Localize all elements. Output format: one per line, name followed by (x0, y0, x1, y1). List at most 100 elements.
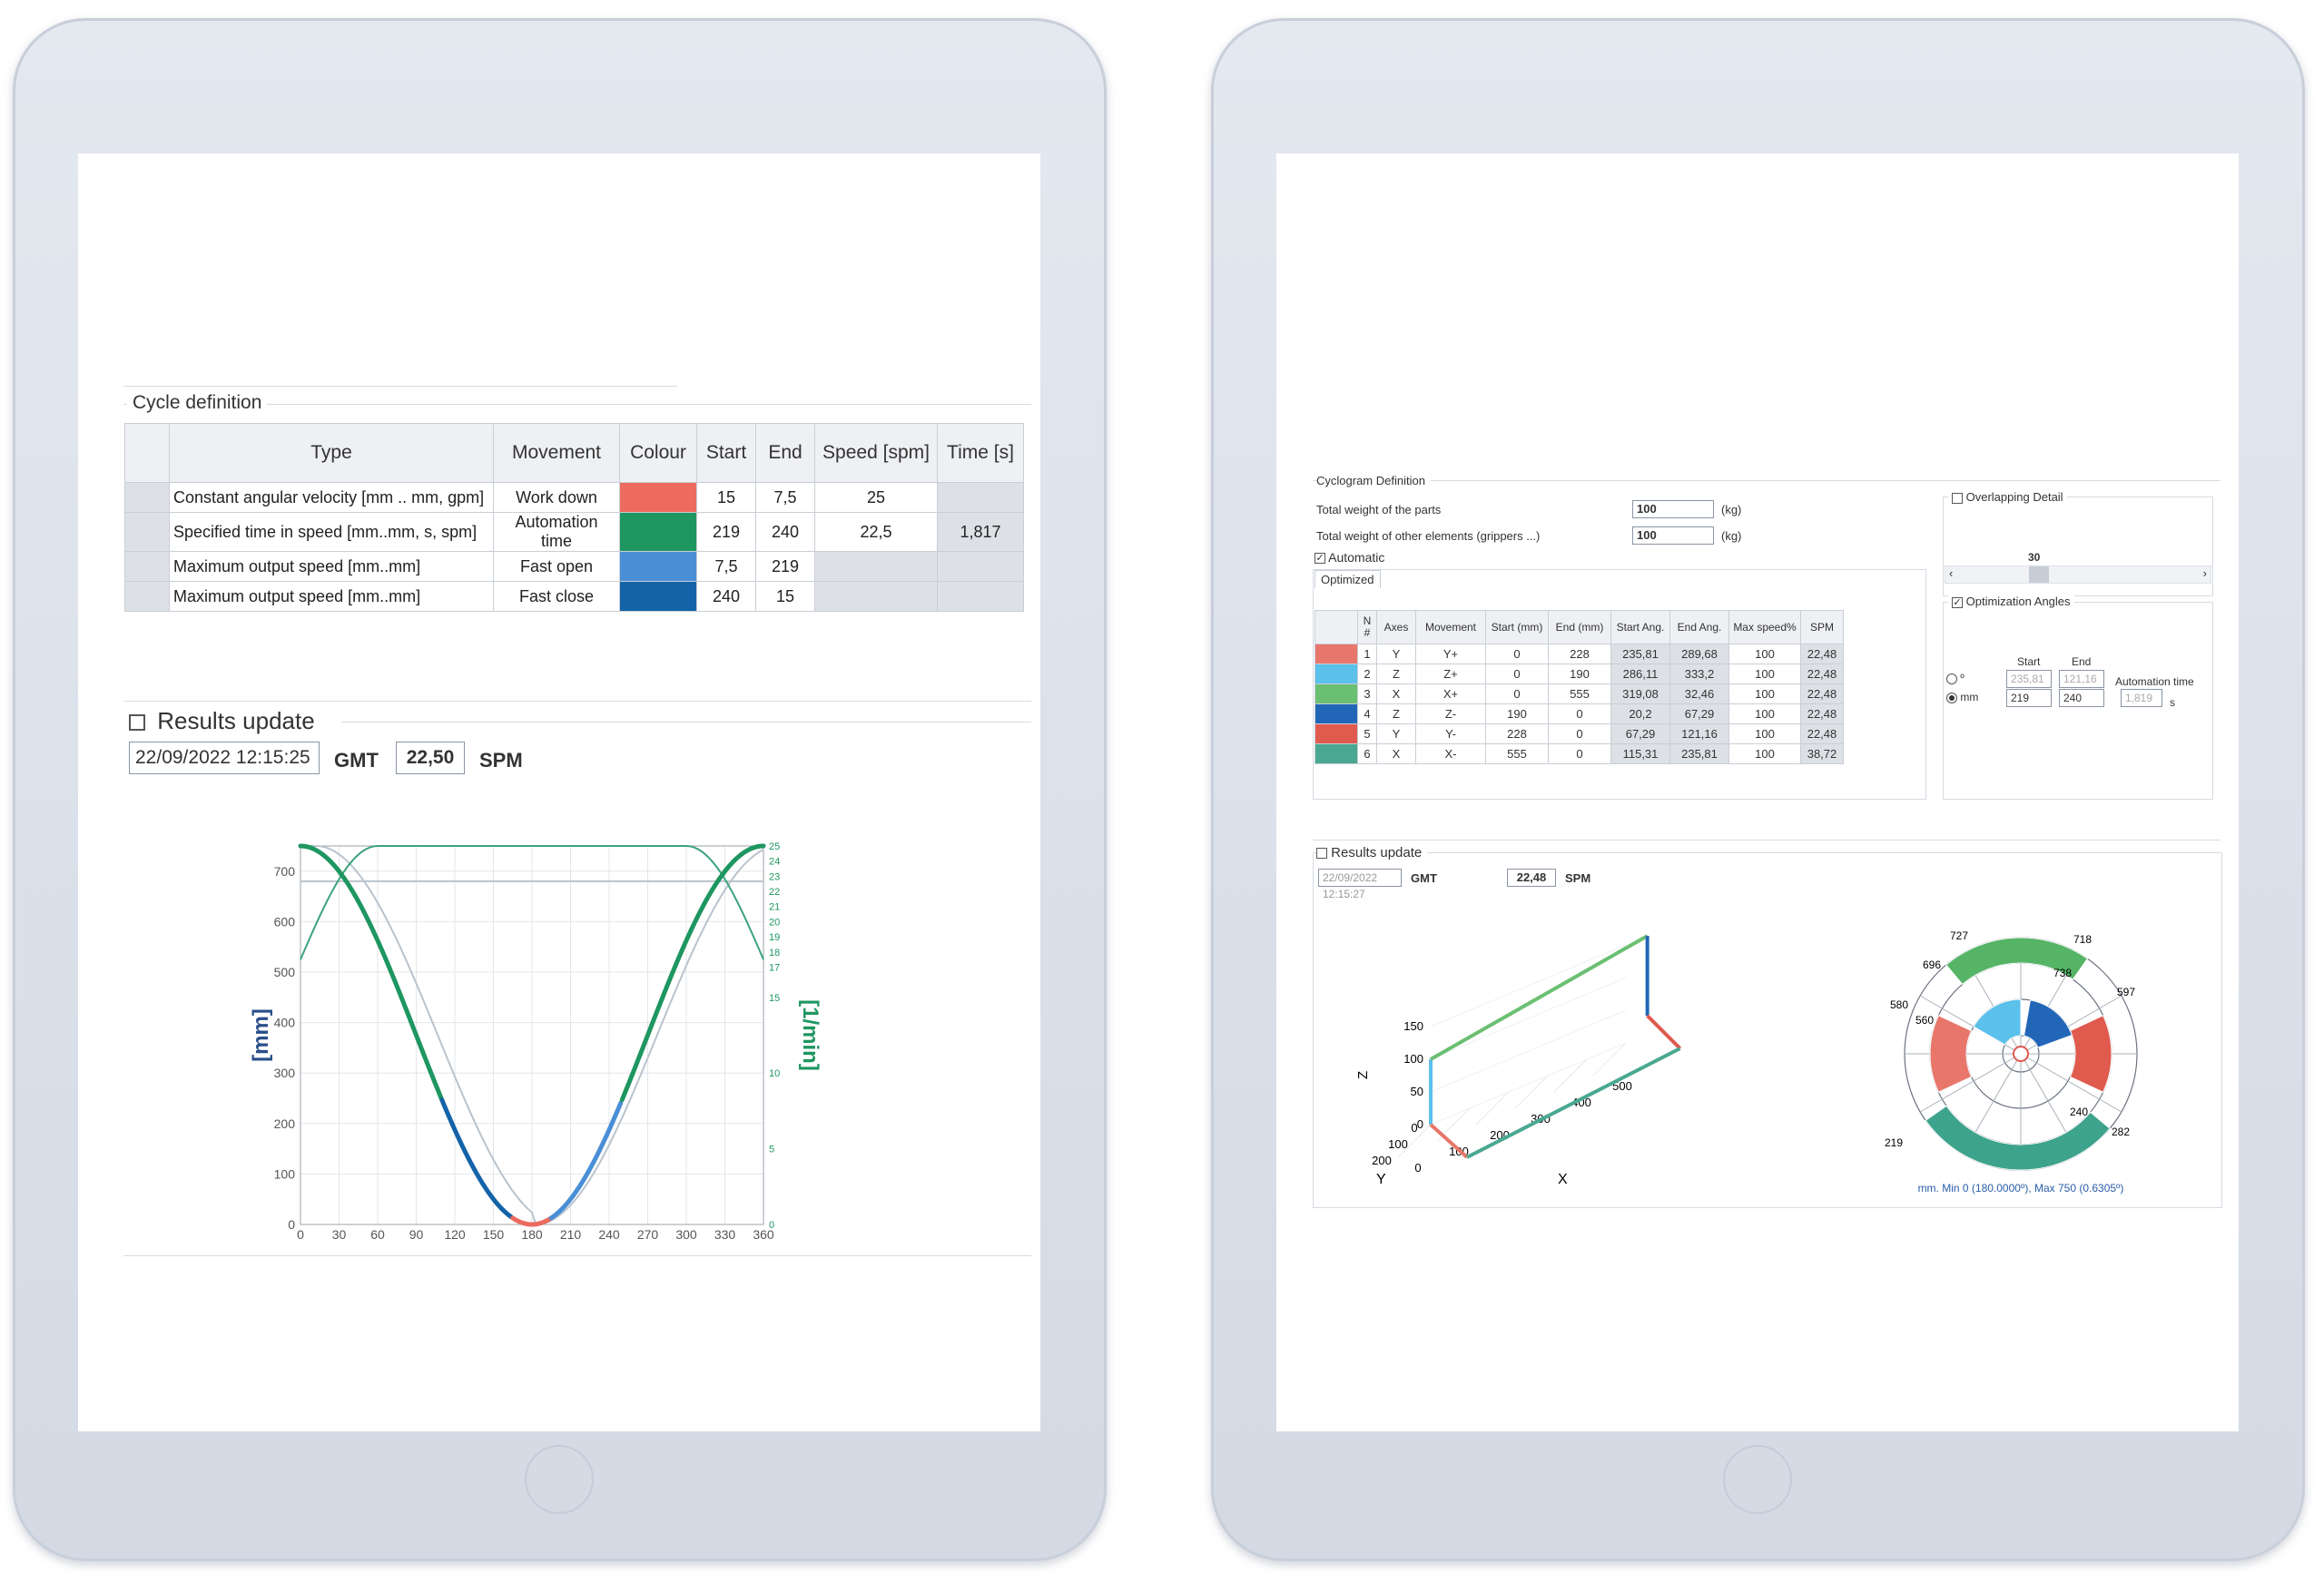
cell-end[interactable]: 190 (1548, 664, 1611, 684)
cell-axes[interactable]: X (1376, 743, 1416, 764)
cell-spm[interactable]: 22,48 (1800, 683, 1844, 704)
mm-start-input[interactable]: 219 (2006, 689, 2052, 707)
opt-angles-option[interactable]: ✓ Optimization Angles (1948, 595, 2074, 608)
table-row[interactable]: 2 Z Z+ 0 190 286,11 333,2 100 22,48 (1315, 664, 1844, 684)
deg-radio[interactable] (1946, 673, 1957, 684)
cell-n[interactable]: 3 (1357, 683, 1377, 704)
deg-radio-option[interactable]: º (1946, 672, 1965, 684)
automatic-option[interactable]: ✓ Automatic (1315, 550, 1384, 565)
cell-color-swatch[interactable] (1315, 743, 1358, 764)
cell-time[interactable] (937, 551, 1024, 582)
cell-axes[interactable]: Z (1376, 703, 1416, 724)
cell-speed[interactable]: 22,5 (814, 512, 938, 552)
cell-movement[interactable]: Work down (493, 482, 620, 513)
cell-start[interactable]: 0 (1485, 664, 1549, 684)
cell-spm[interactable]: 22,48 (1800, 644, 1844, 664)
results-update-checkbox[interactable] (129, 714, 145, 732)
cell-start[interactable]: 7,5 (696, 551, 756, 582)
opt-angles-checkbox[interactable]: ✓ (1952, 596, 1963, 608)
cell-mov[interactable]: X+ (1415, 683, 1486, 704)
overlapping-option[interactable]: Overlapping Detail (1948, 490, 2067, 504)
cell-axes[interactable]: Y (1376, 644, 1416, 664)
cell-max[interactable]: 100 (1728, 683, 1801, 704)
cell-start[interactable]: 190 (1485, 703, 1549, 724)
cell-end[interactable]: 7,5 (755, 482, 815, 513)
cell-start[interactable]: 0 (1485, 683, 1549, 704)
cell-colour-swatch[interactable] (619, 581, 697, 612)
home-button[interactable] (525, 1445, 594, 1514)
cell-color-swatch[interactable] (1315, 723, 1358, 744)
cell-ea[interactable]: 121,16 (1669, 723, 1729, 744)
cell-ea[interactable]: 32,46 (1669, 683, 1729, 704)
home-button[interactable] (1723, 1445, 1792, 1514)
automatic-checkbox[interactable]: ✓ (1315, 553, 1325, 565)
table-row[interactable]: 5 Y Y- 228 0 67,29 121,16 100 22,48 (1315, 723, 1844, 744)
cell-colour-swatch[interactable] (619, 512, 697, 552)
cell-mov[interactable]: Y- (1415, 723, 1486, 744)
cell-color-swatch[interactable] (1315, 644, 1358, 664)
automation-time-input[interactable]: 1,819 (2121, 689, 2162, 707)
table-row[interactable]: Constant angular velocity [mm .. mm, gpm… (124, 482, 1024, 513)
cell-speed[interactable] (814, 551, 938, 582)
table-row[interactable]: Maximum output speed [mm..mm] Fast open 7,… (124, 551, 1024, 582)
mm-radio[interactable] (1946, 692, 1957, 703)
cell-n[interactable]: 4 (1357, 703, 1377, 724)
cell-start[interactable]: 0 (1485, 644, 1549, 664)
deg-end-input[interactable]: 121,16 (2059, 670, 2104, 688)
cell-ea[interactable]: 333,2 (1669, 664, 1729, 684)
overlapping-checkbox[interactable] (1952, 492, 1963, 504)
cell-start[interactable]: 228 (1485, 723, 1549, 744)
cell-start[interactable]: 240 (696, 581, 756, 612)
cell-start[interactable]: 219 (696, 512, 756, 552)
cell-color-swatch[interactable] (1315, 703, 1358, 724)
cell-movement[interactable]: Fast open (493, 551, 620, 582)
row-header[interactable] (124, 581, 170, 612)
cell-colour-swatch[interactable] (619, 551, 697, 582)
table-row[interactable]: Maximum output speed [mm..mm] Fast close 2… (124, 581, 1024, 612)
row-header[interactable] (124, 482, 170, 513)
cell-spm[interactable]: 22,48 (1800, 664, 1844, 684)
cell-ea[interactable]: 289,68 (1669, 644, 1729, 664)
cell-end[interactable]: 0 (1548, 723, 1611, 744)
cell-sa[interactable]: 286,11 (1610, 664, 1670, 684)
cell-sa[interactable]: 67,29 (1610, 723, 1670, 744)
spm-value-field[interactable]: 22,48 (1507, 869, 1556, 887)
cell-n[interactable]: 5 (1357, 723, 1377, 744)
slider-left-arrow[interactable]: ‹ (1949, 566, 1954, 580)
overlap-slider[interactable]: ‹ › (1945, 565, 2211, 584)
cell-color-swatch[interactable] (1315, 664, 1358, 684)
cell-end[interactable]: 555 (1548, 683, 1611, 704)
cell-sa[interactable]: 319,08 (1610, 683, 1670, 704)
cell-end[interactable]: 240 (755, 512, 815, 552)
cell-max[interactable]: 100 (1728, 723, 1801, 744)
cell-max[interactable]: 100 (1728, 743, 1801, 764)
cell-time[interactable] (937, 581, 1024, 612)
cell-sa[interactable]: 115,31 (1610, 743, 1670, 764)
cell-axes[interactable]: X (1376, 683, 1416, 704)
cell-spm[interactable]: 22,48 (1800, 703, 1844, 724)
results-update-checkbox[interactable] (1316, 848, 1327, 860)
cell-spm[interactable]: 38,72 (1800, 743, 1844, 764)
slider-right-arrow[interactable]: › (2202, 566, 2207, 580)
cell-spm[interactable]: 22,48 (1800, 723, 1844, 744)
optimized-tab[interactable]: Optimized (1315, 570, 1381, 588)
cell-mov[interactable]: X- (1415, 743, 1486, 764)
cell-type[interactable]: Maximum output speed [mm..mm] (169, 551, 494, 582)
mm-radio-option[interactable]: mm (1946, 691, 1978, 703)
cell-axes[interactable]: Y (1376, 723, 1416, 744)
cell-end[interactable]: 228 (1548, 644, 1611, 664)
cell-time[interactable] (937, 482, 1024, 513)
cell-color-swatch[interactable] (1315, 683, 1358, 704)
cell-mov[interactable]: Z+ (1415, 664, 1486, 684)
results-update[interactable]: Results update (129, 707, 315, 735)
results-update[interactable]: Results update (1316, 845, 1428, 860)
cell-max[interactable]: 100 (1728, 703, 1801, 724)
deg-start-input[interactable]: 235,81 (2006, 670, 2052, 688)
cell-colour-swatch[interactable] (619, 482, 697, 513)
slider-thumb[interactable] (2029, 566, 2049, 583)
cell-end[interactable]: 219 (755, 551, 815, 582)
cell-end[interactable]: 0 (1548, 703, 1611, 724)
cell-sa[interactable]: 20,2 (1610, 703, 1670, 724)
cell-type[interactable]: Constant angular velocity [mm .. mm, gpm… (169, 482, 494, 513)
weight-parts-input[interactable]: 100 (1632, 500, 1714, 518)
